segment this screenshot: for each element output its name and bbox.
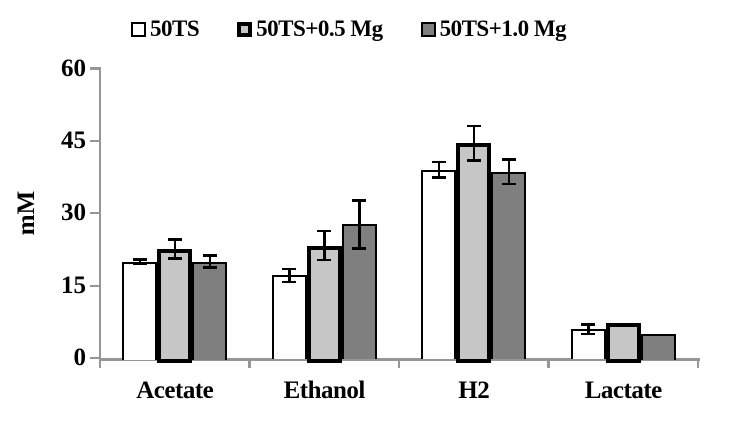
error-bar-cap xyxy=(282,280,297,284)
error-bar xyxy=(288,268,291,283)
error-bar-cap xyxy=(431,176,446,179)
error-bar-cap xyxy=(431,160,446,164)
y-tick-label: 60 xyxy=(61,54,86,82)
error-bar xyxy=(437,162,440,178)
error-bar-cap xyxy=(466,159,481,162)
y-tick xyxy=(90,139,100,142)
bar xyxy=(640,333,676,360)
x-category-label: Lactate xyxy=(584,377,663,404)
y-tick xyxy=(90,212,100,215)
legend-swatch-icon xyxy=(131,21,146,37)
x-tick xyxy=(98,361,102,368)
error-bar xyxy=(208,255,211,268)
error-bar xyxy=(472,125,475,161)
y-tick xyxy=(90,284,100,287)
y-tick-label: 0 xyxy=(73,344,87,371)
error-bar xyxy=(138,259,141,264)
error-bar-cap xyxy=(202,266,217,269)
bar xyxy=(456,143,492,363)
error-bar-cap xyxy=(501,182,516,186)
error-bar-cap xyxy=(317,229,332,233)
bar xyxy=(605,323,641,363)
x-category-label: H2 xyxy=(458,377,490,404)
error-bar-cap xyxy=(466,124,481,128)
bar xyxy=(306,245,342,363)
bar xyxy=(491,171,527,360)
x-tick xyxy=(547,361,550,368)
x-tick xyxy=(696,361,700,368)
error-bar-cap xyxy=(282,267,297,271)
legend-label: 50TS+1.0 Mg xyxy=(439,16,567,41)
chart-legend: 50TS 50TS+0.5 Mg 50TS+1.0 Mg xyxy=(131,16,567,42)
legend-swatch-icon xyxy=(237,21,253,37)
legend-item: 50TS xyxy=(131,16,200,42)
error-bar-cap xyxy=(352,199,367,202)
bar xyxy=(271,275,307,360)
error-bar-cap xyxy=(167,257,182,260)
x-category-label: Acetate xyxy=(136,377,214,404)
error-bar xyxy=(173,239,176,259)
legend-item: 50TS+0.5 Mg xyxy=(237,16,383,42)
legend-swatch-icon xyxy=(420,21,436,37)
legend-label: 50TS xyxy=(150,16,200,41)
y-axis-line xyxy=(98,67,101,362)
y-tick-label: 15 xyxy=(61,271,86,299)
error-bar-cap xyxy=(167,238,182,241)
error-bar-cap xyxy=(352,247,367,250)
error-bar xyxy=(507,159,510,184)
error-bar xyxy=(358,200,361,249)
error-bar-cap xyxy=(317,258,332,262)
error-bar-cap xyxy=(581,323,596,326)
x-tick xyxy=(248,361,251,368)
y-tick-label: 45 xyxy=(61,126,86,154)
error-bar-cap xyxy=(501,158,516,161)
x-tick xyxy=(397,361,401,368)
bar xyxy=(421,169,457,360)
bar xyxy=(157,248,193,363)
y-tick xyxy=(90,67,100,70)
error-bar-cap xyxy=(202,254,217,257)
y-tick-label: 30 xyxy=(61,199,86,227)
x-category-label: Ethanol xyxy=(283,377,366,404)
bar xyxy=(192,261,228,360)
error-bar xyxy=(587,324,590,334)
bar xyxy=(122,261,158,360)
y-tick xyxy=(90,356,100,360)
error-bar-cap xyxy=(132,258,147,261)
error-bar-cap xyxy=(132,262,147,265)
error-bar-cap xyxy=(581,332,596,336)
x-axis-line xyxy=(98,358,700,361)
legend-item: 50TS+1.0 Mg xyxy=(420,16,567,42)
error-bar xyxy=(323,231,326,261)
legend-label: 50TS+0.5 Mg xyxy=(256,16,383,41)
